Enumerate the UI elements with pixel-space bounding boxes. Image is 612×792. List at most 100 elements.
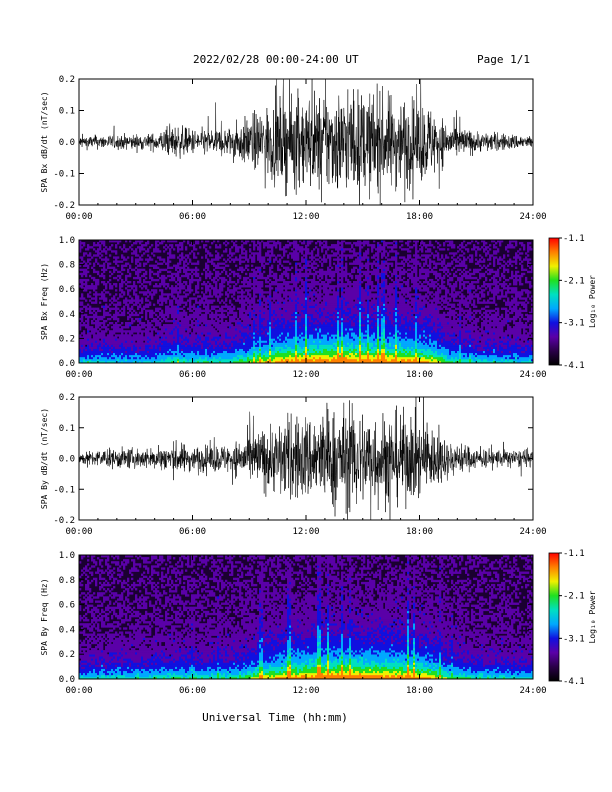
spectrogram-cell [215,359,217,361]
spectrogram-cell [269,349,271,351]
spectrogram-cell [307,336,309,338]
spectrogram-cell [175,347,177,349]
spectrogram-cell [223,336,225,338]
spectrogram-cell [175,269,177,271]
spectrogram-cell [265,314,267,316]
spectrogram-cell [147,322,149,324]
spectrogram-cell [189,310,191,312]
spectrogram-cell [155,357,157,359]
spectrogram-cell [125,302,127,304]
spectrogram-cell [125,336,127,338]
spectrogram-cell [209,332,211,334]
spectrogram-cell [277,285,279,287]
spectrogram-cell [123,256,125,258]
spectrogram-cell [133,285,135,287]
spectrogram-cell [187,267,189,269]
spectrogram-cell [103,332,105,334]
spectrogram-cell [161,338,163,340]
spectrogram-cell [203,326,205,328]
spectrogram-cell [159,322,161,324]
spectrogram-cell [131,340,133,342]
spectrogram-cell [173,340,175,342]
spectrogram-cell [97,359,99,361]
spectrogram-cell [245,336,247,338]
spectrogram-cell [305,302,307,304]
spectrogram-cell [271,334,273,336]
spectrogram-cell [107,291,109,293]
spectrogram-cell [103,289,105,291]
spectrogram-cell [177,310,179,312]
spectrogram-cell [303,334,305,336]
spectrogram-cell [115,252,117,254]
spectrogram-cell [297,254,299,256]
spectrogram-cell [205,320,207,322]
spectrogram-cell [237,250,239,252]
spectrogram-cell [199,353,201,355]
spectrogram-cell [319,340,321,342]
spectrogram-cell [117,256,119,258]
spectrogram-cell [243,318,245,320]
spectrogram-cell [229,318,231,320]
spectrogram-cell [103,359,105,361]
spectrogram-cell [129,308,131,310]
spectrogram-cell [305,343,307,345]
spectrogram-cell [169,343,171,345]
spectrogram-cell [309,351,311,353]
spectrogram-cell [295,332,297,334]
spectrogram-cell [247,332,249,334]
spectrogram-cell [83,244,85,246]
spectrogram-cell [193,328,195,330]
spectrogram-cell [181,246,183,248]
spectrogram-cell [179,332,181,334]
spectrogram-cell [153,357,155,359]
spectrogram-cell [215,306,217,308]
spectrogram-cell [259,277,261,279]
spectrogram-cell [137,302,139,304]
spectrogram-cell [221,271,223,273]
spectrogram-cell [219,359,221,361]
spectrogram-cell [231,295,233,297]
spectrogram-cell [109,293,111,295]
spectrogram-cell [233,326,235,328]
spectrogram-cell [255,320,257,322]
spectrogram-cell [199,318,201,320]
spectrogram-cell [127,349,129,351]
spectrogram-cell [253,293,255,295]
spectrogram-cell [267,349,269,351]
spectrogram-cell [217,320,219,322]
spectrogram-cell [175,351,177,353]
spectrogram-cell [113,340,115,342]
spectrogram-cell [193,304,195,306]
spectrogram-cell [93,318,95,320]
spectrogram-cell [185,359,187,361]
spectrogram-cell [81,242,83,244]
spectrogram-cell [291,287,293,289]
spectrogram-cell [259,359,261,361]
spectrogram-cell [273,242,275,244]
spectrogram-cell [293,258,295,260]
spectrogram-cell [139,281,141,283]
spectrogram-cell [89,246,91,248]
spectrogram-cell [299,275,301,277]
spectrogram-cell [287,353,289,355]
spectrogram-cell [93,347,95,349]
spectrogram-cell [263,291,265,293]
spectrogram-cell [185,289,187,291]
spectrogram-cell [265,281,267,283]
spectrogram-cell [189,343,191,345]
spectrogram-cell [249,357,251,359]
spectrogram-cell [259,248,261,250]
spectrogram-cell [133,314,135,316]
spectrogram-cell [195,273,197,275]
spectrogram-cell [109,343,111,345]
spectrogram-cell [211,318,213,320]
spectrogram-cell [295,336,297,338]
spectrogram-cell [133,320,135,322]
spectrogram-cell [103,355,105,357]
spectrogram-cell [91,283,93,285]
spectrogram-cell [173,359,175,361]
spectrogram-cell [141,349,143,351]
spectrogram-cell [293,359,295,361]
spectrogram-cell [133,334,135,336]
spectrogram-cell [107,357,109,359]
